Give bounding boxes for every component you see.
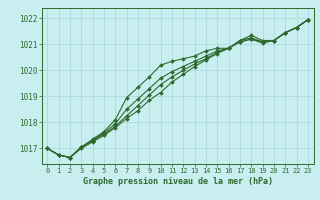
X-axis label: Graphe pression niveau de la mer (hPa): Graphe pression niveau de la mer (hPa) (83, 177, 273, 186)
